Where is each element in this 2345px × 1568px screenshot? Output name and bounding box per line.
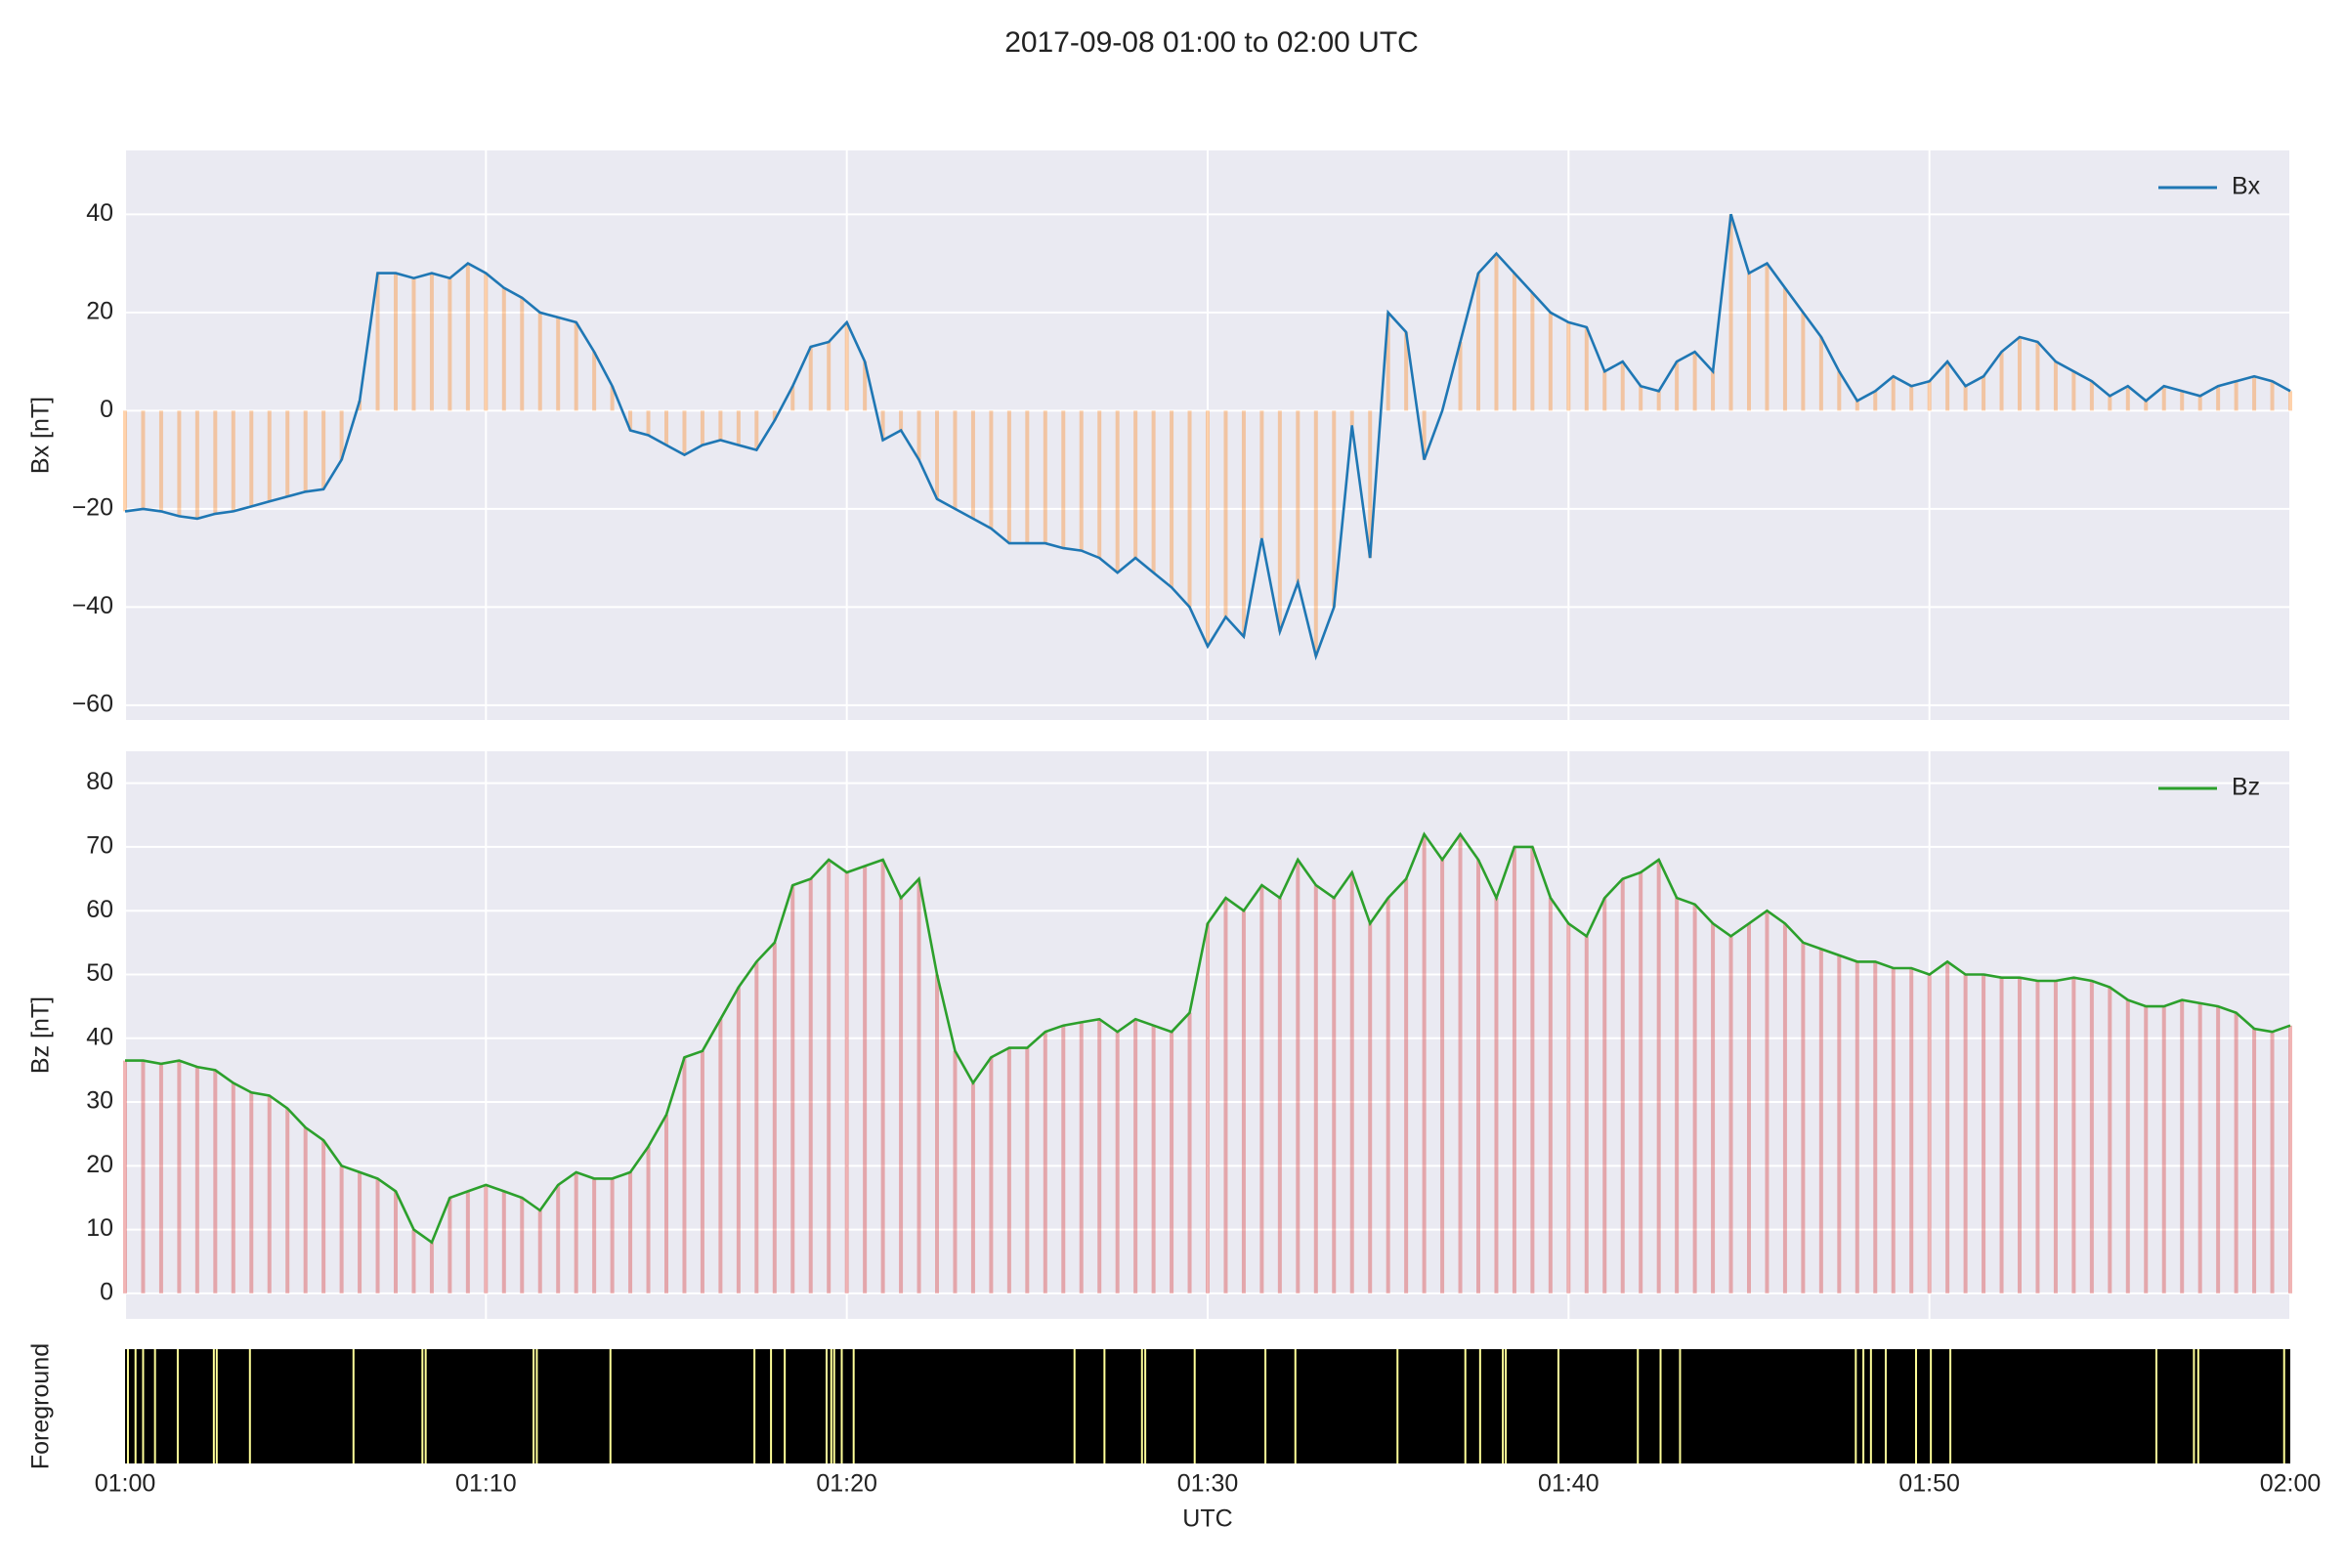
y-axis-label: Foreground bbox=[27, 1343, 55, 1469]
x-tick-label: 01:50 bbox=[1898, 1470, 1960, 1498]
legend-label: Bx bbox=[2232, 173, 2261, 200]
series-line bbox=[125, 831, 2291, 1245]
y-tick-label: 50 bbox=[86, 959, 113, 987]
y-tick-label: −20 bbox=[72, 493, 113, 521]
y-tick-label: 20 bbox=[86, 1151, 113, 1178]
x-tick-label: 01:40 bbox=[1538, 1470, 1599, 1498]
y-tick-label: 40 bbox=[86, 1023, 113, 1050]
y-tick-label: 20 bbox=[86, 297, 113, 324]
legend-label: Bz bbox=[2232, 774, 2260, 801]
x-tick-label: 01:20 bbox=[816, 1470, 877, 1498]
x-tick-label: 01:00 bbox=[95, 1470, 156, 1498]
x-axis-label: UTC bbox=[1182, 1505, 1232, 1533]
y-tick-label: 0 bbox=[100, 1278, 113, 1305]
y-tick-label: 0 bbox=[100, 396, 113, 423]
figure-title: 2017-09-08 01:00 to 02:00 UTC bbox=[1004, 26, 1419, 59]
panel: 01:00 01:10 01:20 01:30 01:40 01:50 02:00 Foreg… bbox=[27, 1343, 2322, 1533]
x-tick-label: 01:30 bbox=[1177, 1470, 1239, 1498]
y-tick-label: −60 bbox=[72, 691, 113, 718]
series-line bbox=[124, 213, 2291, 661]
y-tick-label: 40 bbox=[86, 199, 113, 227]
panel: −60 −40 −20 0 20 40 Bx [nT] Bx bbox=[27, 150, 2292, 720]
y-tick-label: 10 bbox=[86, 1214, 113, 1242]
y-tick-label: 70 bbox=[86, 832, 113, 860]
y-tick-label: 60 bbox=[86, 896, 113, 923]
plot-background bbox=[125, 1349, 2290, 1463]
panel: 0 10 20 30 40 50 60 70 80 Bz [nT] Bz bbox=[27, 751, 2292, 1319]
x-tick-label: 02:00 bbox=[2260, 1470, 2322, 1498]
y-axis-label: Bz [nT] bbox=[27, 996, 55, 1074]
y-tick-label: 30 bbox=[86, 1087, 113, 1115]
x-tick-label: 01:10 bbox=[455, 1470, 517, 1498]
y-tick-label: −40 bbox=[72, 592, 113, 619]
y-axis-label: Bx [nT] bbox=[27, 397, 55, 474]
y-tick-label: 80 bbox=[86, 768, 113, 795]
